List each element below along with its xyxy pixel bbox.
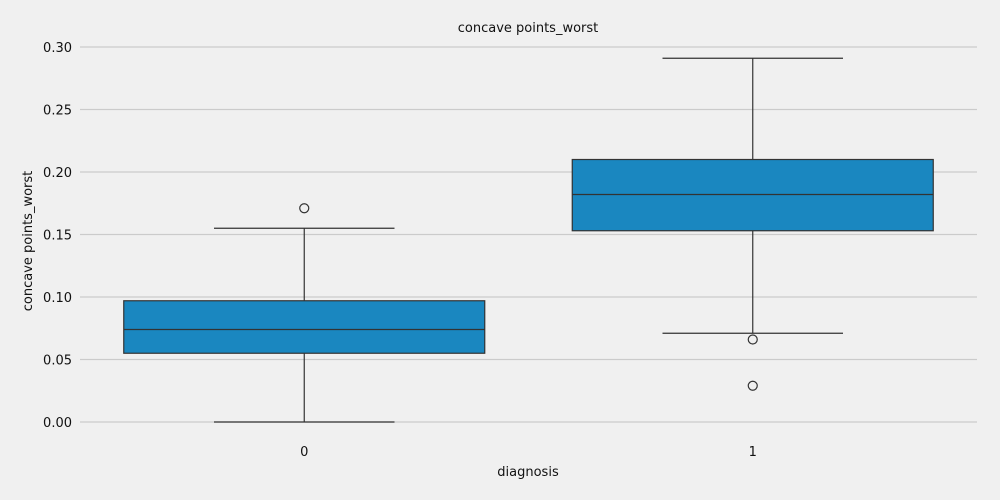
iqr-box xyxy=(123,300,486,354)
outlier-point xyxy=(747,380,758,391)
y-tick-label: 0.30 xyxy=(43,41,72,56)
x-tick-label: 1 xyxy=(749,445,757,460)
boxes xyxy=(123,57,934,423)
y-tick-label: 0.20 xyxy=(43,166,72,181)
chart-title: concave points_worst xyxy=(458,21,599,36)
outlier-point xyxy=(299,203,310,214)
box-group-1 xyxy=(571,57,934,391)
iqr-box xyxy=(571,158,934,232)
y-tick-label: 0.10 xyxy=(43,291,72,306)
outlier-point xyxy=(747,334,758,345)
y-axis-ticks: 0.00 0.05 0.10 0.15 0.20 0.25 0.30 xyxy=(43,41,72,431)
grid-lines xyxy=(80,46,977,423)
x-tick-label: 0 xyxy=(300,445,308,460)
y-tick-label: 0.00 xyxy=(43,416,72,431)
y-tick-label: 0.25 xyxy=(43,104,72,119)
y-tick-label: 0.15 xyxy=(43,229,72,244)
x-axis-label: diagnosis xyxy=(497,465,559,480)
box-group-0 xyxy=(123,203,486,423)
y-tick-label: 0.05 xyxy=(43,354,72,369)
y-axis-label: concave points_worst xyxy=(21,171,36,312)
